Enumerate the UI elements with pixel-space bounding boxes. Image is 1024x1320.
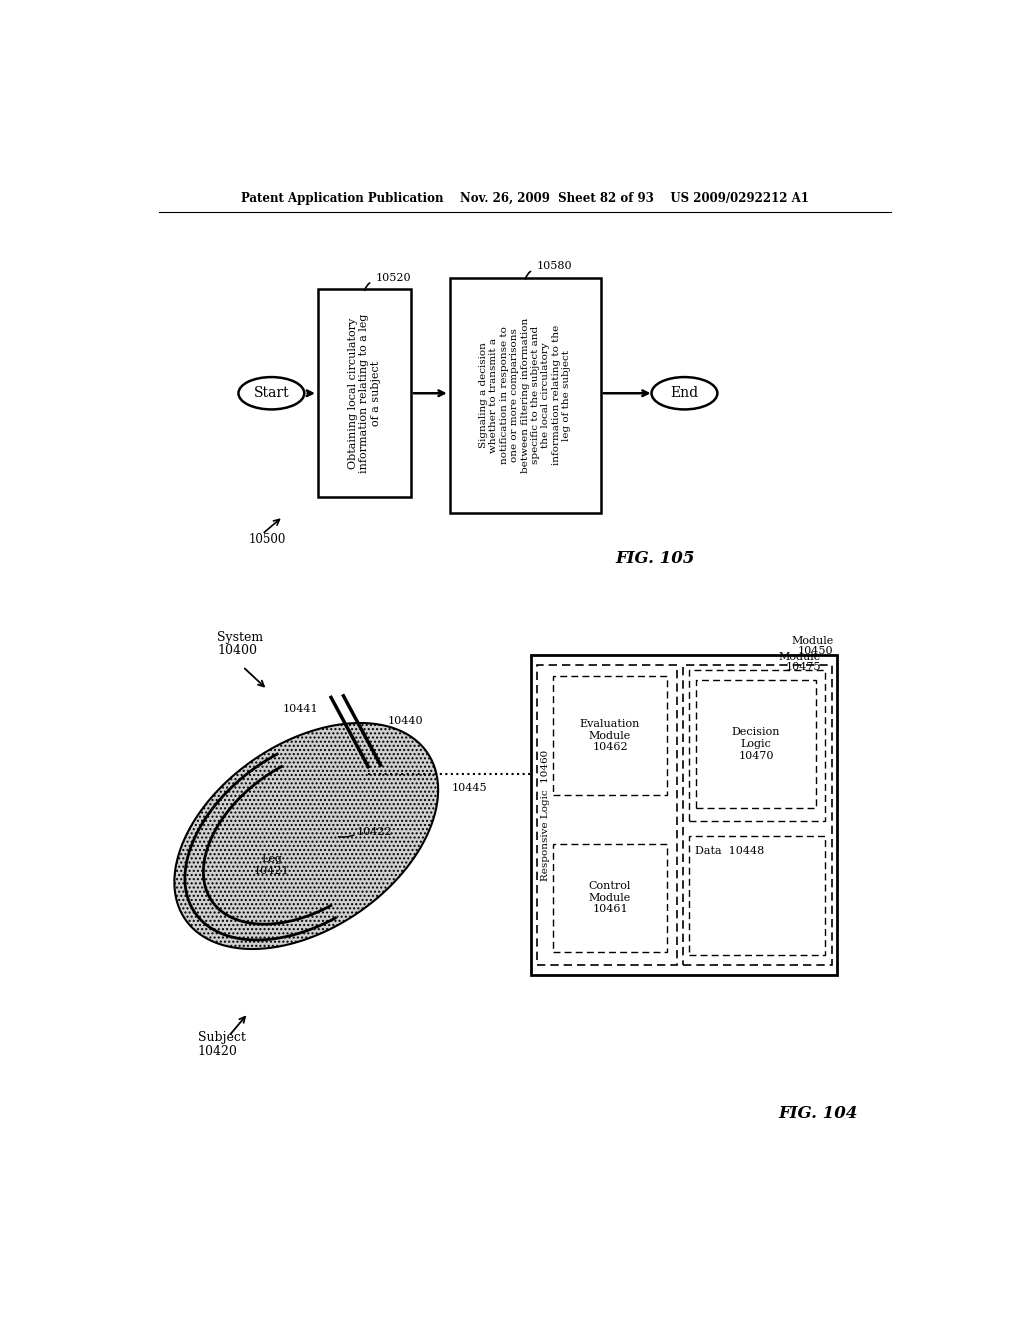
Text: 10441: 10441 [283, 704, 317, 714]
Bar [696, 681, 816, 808]
Bar [553, 676, 668, 795]
Bar [531, 655, 838, 974]
Text: Module: Module [778, 652, 821, 661]
Text: Obtaining local circulatory
information relating to a leg
of a subject: Obtaining local circulatory information … [348, 314, 381, 473]
Text: 10450: 10450 [798, 647, 834, 656]
Text: Control
Module
10461: Control Module 10461 [589, 880, 631, 915]
Text: 10445: 10445 [452, 783, 486, 793]
Text: 10400: 10400 [217, 644, 257, 657]
Bar [689, 671, 824, 821]
Text: 10580: 10580 [537, 261, 572, 271]
Bar [689, 836, 824, 956]
Bar [450, 277, 601, 512]
Text: Data  10448: Data 10448 [695, 846, 765, 857]
Polygon shape [174, 723, 438, 949]
Text: 10422: 10422 [356, 828, 392, 837]
Text: Decision
Logic
10470: Decision Logic 10470 [732, 727, 780, 760]
Text: Responsive Logic  10460: Responsive Logic 10460 [542, 750, 550, 880]
Text: Evaluation
Module
10462: Evaluation Module 10462 [580, 719, 640, 752]
Text: Signaling a decision
whether to transmit a
notification in response to
one or mo: Signaling a decision whether to transmit… [479, 318, 571, 473]
Text: 10475: 10475 [785, 661, 821, 672]
Text: 10520: 10520 [376, 273, 412, 282]
Text: Leg: Leg [261, 854, 282, 865]
Text: 10421: 10421 [254, 866, 289, 875]
Text: Subject: Subject [198, 1031, 246, 1044]
Bar [553, 843, 668, 952]
Text: End: End [671, 387, 698, 400]
Text: Patent Application Publication    Nov. 26, 2009  Sheet 82 of 93    US 2009/02922: Patent Application Publication Nov. 26, … [241, 191, 809, 205]
Text: 10500: 10500 [248, 533, 286, 546]
Text: Start: Start [254, 387, 289, 400]
Bar [538, 665, 677, 965]
Text: 10440: 10440 [388, 715, 423, 726]
Text: Module: Module [791, 636, 834, 647]
Text: FIG. 104: FIG. 104 [778, 1105, 857, 1122]
Text: 10420: 10420 [198, 1044, 238, 1057]
Bar [317, 289, 411, 498]
Text: System: System [217, 631, 263, 644]
Text: FIG. 105: FIG. 105 [615, 550, 694, 568]
Bar [683, 665, 831, 965]
